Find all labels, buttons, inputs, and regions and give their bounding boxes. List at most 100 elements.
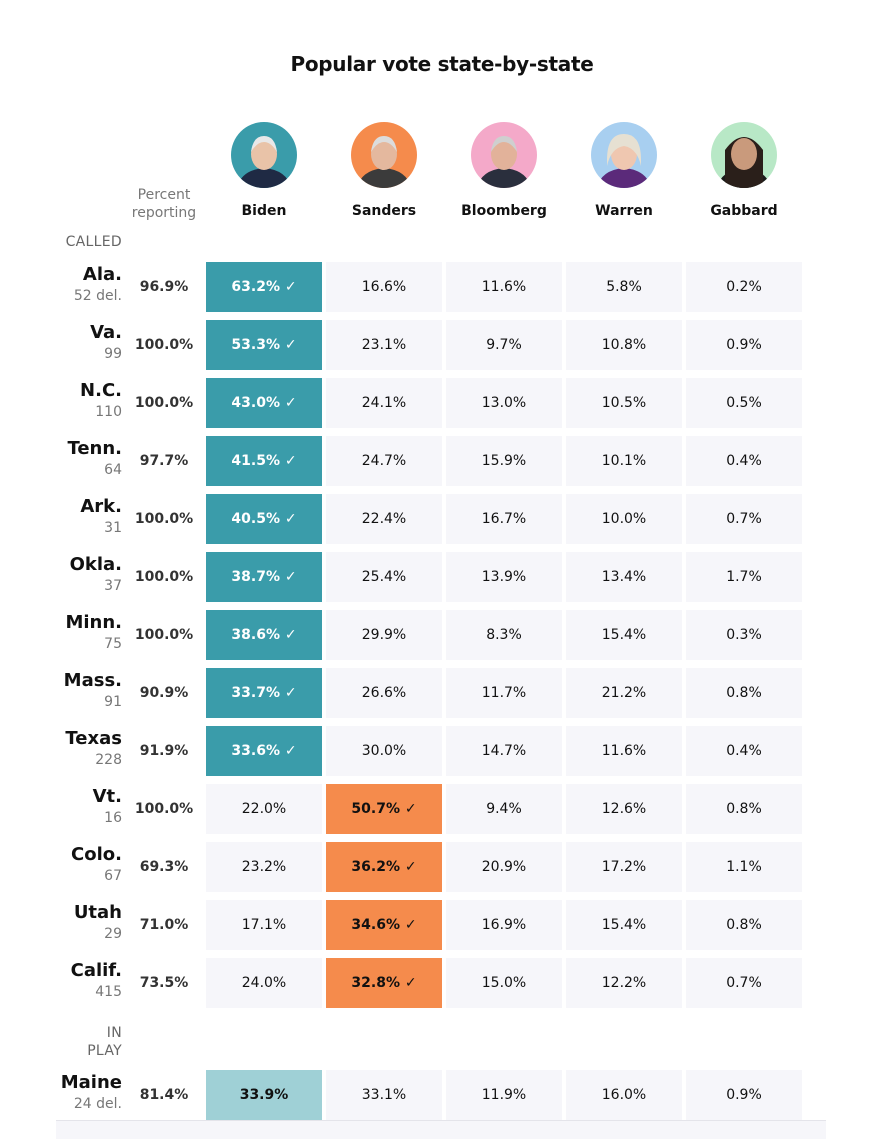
vote-cell-sanders: 29.9%	[326, 610, 442, 660]
state-name: Utah	[73, 902, 122, 923]
vote-cell-sanders: 50.7% ✓	[326, 784, 442, 834]
vote-cell-bloomberg: 20.9%	[446, 842, 562, 892]
table-row: Ala. 52 del. 96.9% 63.2% ✓ 16.6% 11.6% 5.8% 0.2…	[0, 262, 894, 312]
vote-cell-sanders: 24.7%	[326, 436, 442, 486]
state-delegates: 16	[104, 810, 122, 826]
state-name: Calif.	[70, 960, 122, 981]
vote-cell-gabbard: 0.4%	[686, 436, 802, 486]
percent-reporting: 100.0%	[134, 801, 194, 817]
avatar-bloomberg	[471, 122, 537, 188]
vote-cell-bloomberg: 16.9%	[446, 900, 562, 950]
vote-cell-sanders: 23.1%	[326, 320, 442, 370]
vote-cell-warren: 10.1%	[566, 436, 682, 486]
state-delegates: 91	[104, 694, 122, 710]
state-delegates: 415	[95, 984, 122, 1000]
candidate-name-biden: Biden	[241, 203, 287, 219]
table-row: Utah 29 71.0% 17.1% 34.6% ✓ 16.9% 15.4% 0.8%	[0, 900, 894, 950]
vote-cell-warren: 5.8%	[566, 262, 682, 312]
vote-cell-biden: 33.6% ✓	[206, 726, 322, 776]
table-row: Tenn. 64 97.7% 41.5% ✓ 24.7% 15.9% 10.1% 0.4%	[0, 436, 894, 486]
vote-cell-bloomberg: 13.9%	[446, 552, 562, 602]
vote-cell-bloomberg: 14.7%	[446, 726, 562, 776]
vote-cell-warren: 11.6%	[566, 726, 682, 776]
percent-reporting: 100.0%	[134, 569, 194, 585]
state-delegates: 37	[104, 578, 122, 594]
vote-cell-warren: 17.2%	[566, 842, 682, 892]
vote-cell-warren: 10.5%	[566, 378, 682, 428]
percent-reporting: 100.0%	[134, 627, 194, 643]
vote-cell-gabbard: 0.8%	[686, 784, 802, 834]
vote-cell-biden: 23.2%	[206, 842, 322, 892]
vote-cell-biden: 40.5% ✓	[206, 494, 322, 544]
state-delegates: 29	[104, 926, 122, 942]
state-delegates: 228	[95, 752, 122, 768]
state-delegates: 24 del.	[73, 1096, 122, 1112]
state-name: Minn.	[65, 612, 122, 633]
percent-reporting: 91.9%	[139, 743, 189, 759]
vote-cell-sanders: 16.6%	[326, 262, 442, 312]
table-row: Minn. 75 100.0% 38.6% ✓ 29.9% 8.3% 15.4% 0.3%	[0, 610, 894, 660]
vote-cell-gabbard: 0.9%	[686, 320, 802, 370]
state-name: Tenn.	[67, 438, 122, 459]
vote-cell-gabbard: 1.7%	[686, 552, 802, 602]
vote-cell-bloomberg: 8.3%	[446, 610, 562, 660]
percent-reporting: 97.7%	[139, 453, 189, 469]
avatar-gabbard	[711, 122, 777, 188]
vote-cell-gabbard: 0.8%	[686, 900, 802, 950]
vote-cell-sanders: 34.6% ✓	[326, 900, 442, 950]
vote-cell-sanders: 26.6%	[326, 668, 442, 718]
vote-cell-sanders: 36.2% ✓	[326, 842, 442, 892]
percent-reporting: 69.3%	[139, 859, 189, 875]
vote-cell-biden: 38.6% ✓	[206, 610, 322, 660]
vote-cell-biden: 22.0%	[206, 784, 322, 834]
vote-cell-biden: 41.5% ✓	[206, 436, 322, 486]
section-label: CALLED	[65, 234, 122, 250]
vote-cell-gabbard: 0.9%	[686, 1070, 802, 1120]
vote-cell-warren: 12.2%	[566, 958, 682, 1008]
candidate-name-warren: Warren	[595, 203, 653, 219]
vote-cell-gabbard: 0.3%	[686, 610, 802, 660]
vote-cell-sanders: 30.0%	[326, 726, 442, 776]
percent-reporting: 73.5%	[139, 975, 189, 991]
vote-cell-bloomberg: 9.7%	[446, 320, 562, 370]
vote-cell-biden: 33.9%	[206, 1070, 322, 1120]
percent-reporting: 100.0%	[134, 337, 194, 353]
vote-cell-bloomberg: 11.6%	[446, 262, 562, 312]
state-name: N.C.	[80, 380, 122, 401]
vote-cell-sanders: 24.1%	[326, 378, 442, 428]
vote-cell-sanders: 32.8% ✓	[326, 958, 442, 1008]
vote-cell-gabbard: 0.2%	[686, 262, 802, 312]
table-row: Ark. 31 100.0% 40.5% ✓ 22.4% 16.7% 10.0% 0.7%	[0, 494, 894, 544]
percent-reporting-header: Percent reporting	[131, 187, 197, 221]
table-row: Vt. 16 100.0% 22.0% 50.7% ✓ 9.4% 12.6% 0.8%	[0, 784, 894, 834]
vote-cell-warren: 12.6%	[566, 784, 682, 834]
vote-cell-biden: 17.1%	[206, 900, 322, 950]
state-name: Vt.	[92, 786, 122, 807]
percent-reporting: 90.9%	[139, 685, 189, 701]
state-delegates: 31	[104, 520, 122, 536]
percent-reporting: 96.9%	[139, 279, 189, 295]
vote-cell-biden: 33.7% ✓	[206, 668, 322, 718]
percent-reporting: 100.0%	[134, 395, 194, 411]
table-row: Maine 24 del. 81.4% 33.9% 33.1% 11.9% 16.0% 0.9…	[0, 1070, 894, 1120]
state-name: Mass.	[63, 670, 122, 691]
vote-cell-sanders: 25.4%	[326, 552, 442, 602]
vote-cell-biden: 38.7% ✓	[206, 552, 322, 602]
vote-cell-warren: 10.0%	[566, 494, 682, 544]
percent-reporting: 100.0%	[134, 511, 194, 527]
state-name: Texas	[65, 728, 122, 749]
vote-cell-sanders: 33.1%	[326, 1070, 442, 1120]
state-delegates: 67	[104, 868, 122, 884]
vote-cell-bloomberg: 16.7%	[446, 494, 562, 544]
state-name: Maine	[60, 1072, 122, 1093]
state-delegates: 110	[95, 404, 122, 420]
vote-cell-warren: 21.2%	[566, 668, 682, 718]
table-row: Colo. 67 69.3% 23.2% 36.2% ✓ 20.9% 17.2% 1.1%	[0, 842, 894, 892]
candidate-name-gabbard: Gabbard	[710, 203, 778, 219]
avatar-sanders	[351, 122, 417, 188]
vote-cell-gabbard: 0.7%	[686, 494, 802, 544]
vote-cell-bloomberg: 9.4%	[446, 784, 562, 834]
chart-title: Popular vote state-by-state	[290, 52, 594, 76]
vote-cell-biden: 63.2% ✓	[206, 262, 322, 312]
table-row: N.C. 110 100.0% 43.0% ✓ 24.1% 13.0% 10.5% 0.5%	[0, 378, 894, 428]
